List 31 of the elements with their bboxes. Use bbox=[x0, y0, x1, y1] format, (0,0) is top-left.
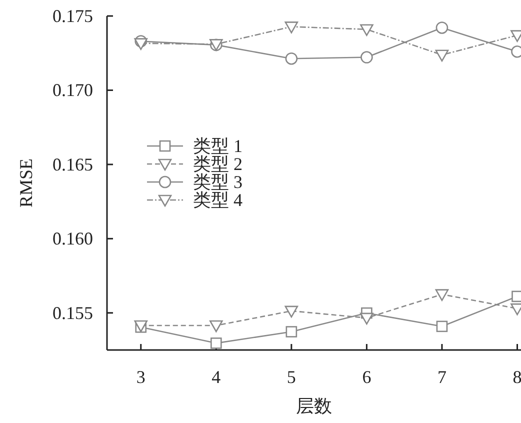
point bbox=[436, 22, 448, 34]
point bbox=[435, 50, 449, 62]
y-tick-label: 0.155 bbox=[52, 302, 93, 323]
point bbox=[435, 289, 449, 301]
x-axis-title: 层数 bbox=[296, 396, 332, 416]
x-tick-label: 6 bbox=[362, 367, 372, 387]
legend-label: 类型 4 bbox=[193, 190, 242, 210]
legend-label: 类型 3 bbox=[193, 172, 242, 192]
x-tick-label: 8 bbox=[512, 367, 521, 387]
point bbox=[436, 320, 448, 332]
y-tick-label: 0.175 bbox=[52, 6, 93, 26]
point bbox=[285, 52, 298, 65]
point bbox=[360, 312, 374, 325]
legend-label: 类型 2 bbox=[193, 154, 242, 174]
point bbox=[209, 320, 223, 332]
point bbox=[360, 24, 374, 36]
y-tick-label: 0.170 bbox=[52, 80, 93, 100]
point bbox=[286, 326, 298, 338]
point bbox=[134, 38, 148, 50]
y-tick-label: 0.160 bbox=[52, 228, 93, 249]
x-tick-label: 7 bbox=[437, 367, 446, 387]
point bbox=[210, 338, 222, 349]
y-tick-label: 0.165 bbox=[52, 154, 93, 174]
x-tick-label: 5 bbox=[286, 367, 296, 387]
point bbox=[284, 306, 298, 318]
x-tick-label: 3 bbox=[136, 367, 146, 387]
point bbox=[360, 51, 373, 64]
x-tick-label: 4 bbox=[212, 367, 221, 387]
point bbox=[284, 22, 298, 34]
legend-label: 类型 1 bbox=[193, 136, 242, 156]
y-axis-title: RMSE bbox=[16, 158, 36, 208]
